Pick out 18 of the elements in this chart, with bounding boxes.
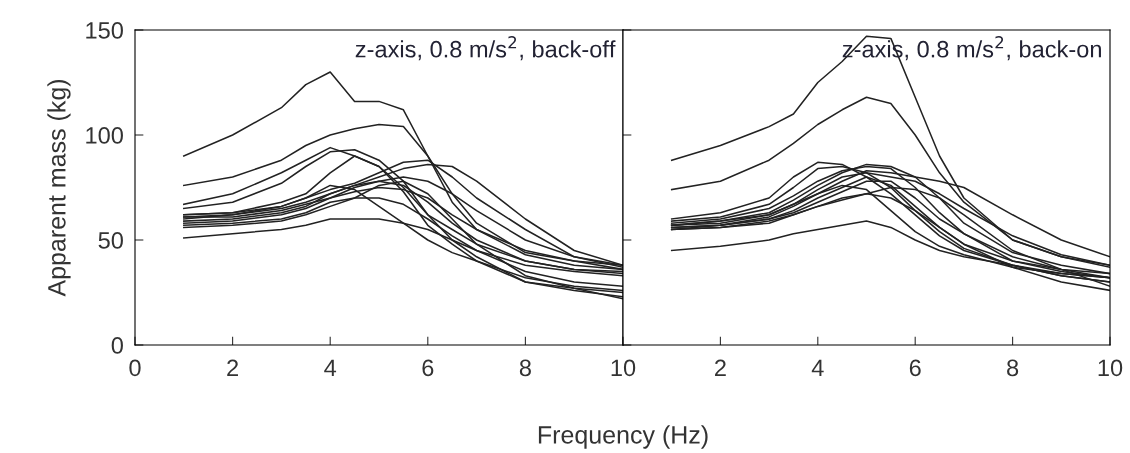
x-tick-label: 6 (422, 359, 434, 377)
x-tick-label: 6 (909, 359, 921, 377)
y-tick-label: 50 (98, 232, 123, 249)
x-tick-label: 4 (811, 359, 824, 376)
x-tick-label: 0 (129, 359, 141, 377)
x-tick-label: 4 (324, 359, 337, 376)
x-tick-label: 2 (715, 359, 726, 376)
x-axis-title: Frequency (Hz) (538, 425, 708, 449)
x-tick-label: 8 (1007, 359, 1019, 377)
y-axis-title: Apparent mass (kg) (47, 79, 71, 297)
y-tick-label: 100 (86, 127, 123, 144)
annotation: z-axis, 0.8 m/s$^{2}$, back-off (355, 36, 616, 61)
y-tick-label: 150 (86, 22, 123, 39)
y-tick-label: 0 (111, 337, 123, 354)
x-tick-label: 2 (227, 359, 238, 376)
x-tick-label: 10 (611, 359, 636, 377)
x-tick-label: 10 (1098, 359, 1123, 377)
x-tick-label: 8 (519, 359, 531, 377)
